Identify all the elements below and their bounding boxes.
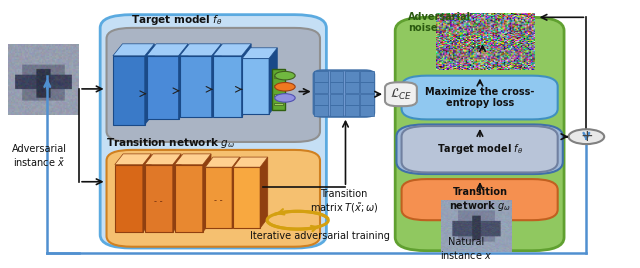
FancyBboxPatch shape [106,28,320,142]
FancyBboxPatch shape [345,94,358,105]
Polygon shape [205,157,240,167]
Text: $\mathcal{L}_{CE}$: $\mathcal{L}_{CE}$ [390,87,412,102]
Text: - -: - - [154,197,163,206]
FancyBboxPatch shape [115,165,143,232]
FancyBboxPatch shape [385,82,417,106]
Polygon shape [212,44,221,117]
Text: Maximize the cross-
entropy loss: Maximize the cross- entropy loss [425,87,534,108]
FancyBboxPatch shape [145,165,173,232]
FancyBboxPatch shape [272,69,285,110]
Polygon shape [173,154,181,232]
FancyBboxPatch shape [243,58,269,114]
Polygon shape [232,157,240,228]
FancyBboxPatch shape [401,126,557,172]
Circle shape [275,83,295,91]
FancyBboxPatch shape [100,15,326,248]
FancyBboxPatch shape [274,85,283,87]
FancyBboxPatch shape [395,17,564,251]
FancyBboxPatch shape [314,70,328,82]
Polygon shape [260,157,268,228]
FancyBboxPatch shape [345,82,358,93]
FancyBboxPatch shape [396,124,563,174]
Text: Natural
instance $x$: Natural instance $x$ [440,237,493,261]
Circle shape [275,94,295,102]
FancyBboxPatch shape [147,56,179,120]
FancyBboxPatch shape [360,94,374,105]
FancyBboxPatch shape [205,167,232,228]
Polygon shape [180,44,221,56]
Polygon shape [179,44,188,120]
FancyBboxPatch shape [314,94,328,105]
Polygon shape [115,154,151,165]
FancyBboxPatch shape [360,70,374,82]
Polygon shape [269,48,277,114]
Polygon shape [243,48,277,58]
Text: Target model $f_{\theta}$: Target model $f_{\theta}$ [436,142,523,157]
Circle shape [275,71,295,80]
Text: Target model $f_{\theta}$: Target model $f_{\theta}$ [131,13,223,27]
FancyBboxPatch shape [330,70,344,82]
Text: Transition
network $g_{\omega}$: Transition network $g_{\omega}$ [449,187,511,213]
Polygon shape [242,44,251,117]
FancyBboxPatch shape [330,105,344,116]
FancyBboxPatch shape [180,56,212,117]
FancyBboxPatch shape [314,105,328,116]
Polygon shape [113,44,154,56]
FancyBboxPatch shape [234,167,260,228]
FancyBboxPatch shape [274,76,283,78]
FancyBboxPatch shape [274,94,283,96]
Polygon shape [145,154,181,165]
Polygon shape [147,44,188,56]
FancyBboxPatch shape [360,105,374,116]
FancyBboxPatch shape [345,70,358,82]
Text: Iterative adversarial training: Iterative adversarial training [250,231,390,241]
Circle shape [568,129,604,144]
Text: Transition
matrix $T(\tilde{x}; \omega)$: Transition matrix $T(\tilde{x}; \omega)$ [310,189,378,215]
FancyBboxPatch shape [330,94,344,105]
Text: Adversarial
instance $\tilde{x}$: Adversarial instance $\tilde{x}$ [12,144,67,169]
Text: - -: - - [214,196,223,205]
Polygon shape [213,44,251,56]
Text: +: + [580,129,593,144]
FancyBboxPatch shape [345,105,358,116]
FancyBboxPatch shape [113,56,145,125]
FancyBboxPatch shape [360,82,374,93]
FancyBboxPatch shape [274,103,283,105]
FancyBboxPatch shape [175,165,203,232]
Text: Transition network $g_{\omega}$: Transition network $g_{\omega}$ [106,136,235,150]
FancyBboxPatch shape [401,179,557,220]
Polygon shape [175,154,211,165]
FancyBboxPatch shape [314,82,328,93]
FancyBboxPatch shape [314,70,374,117]
FancyBboxPatch shape [330,82,344,93]
Polygon shape [143,154,151,232]
FancyBboxPatch shape [106,150,320,247]
Text: Adversarial
noise: Adversarial noise [408,12,471,34]
Polygon shape [234,157,268,167]
Polygon shape [203,154,211,232]
FancyBboxPatch shape [213,56,242,117]
Polygon shape [145,44,154,125]
FancyBboxPatch shape [401,76,557,120]
